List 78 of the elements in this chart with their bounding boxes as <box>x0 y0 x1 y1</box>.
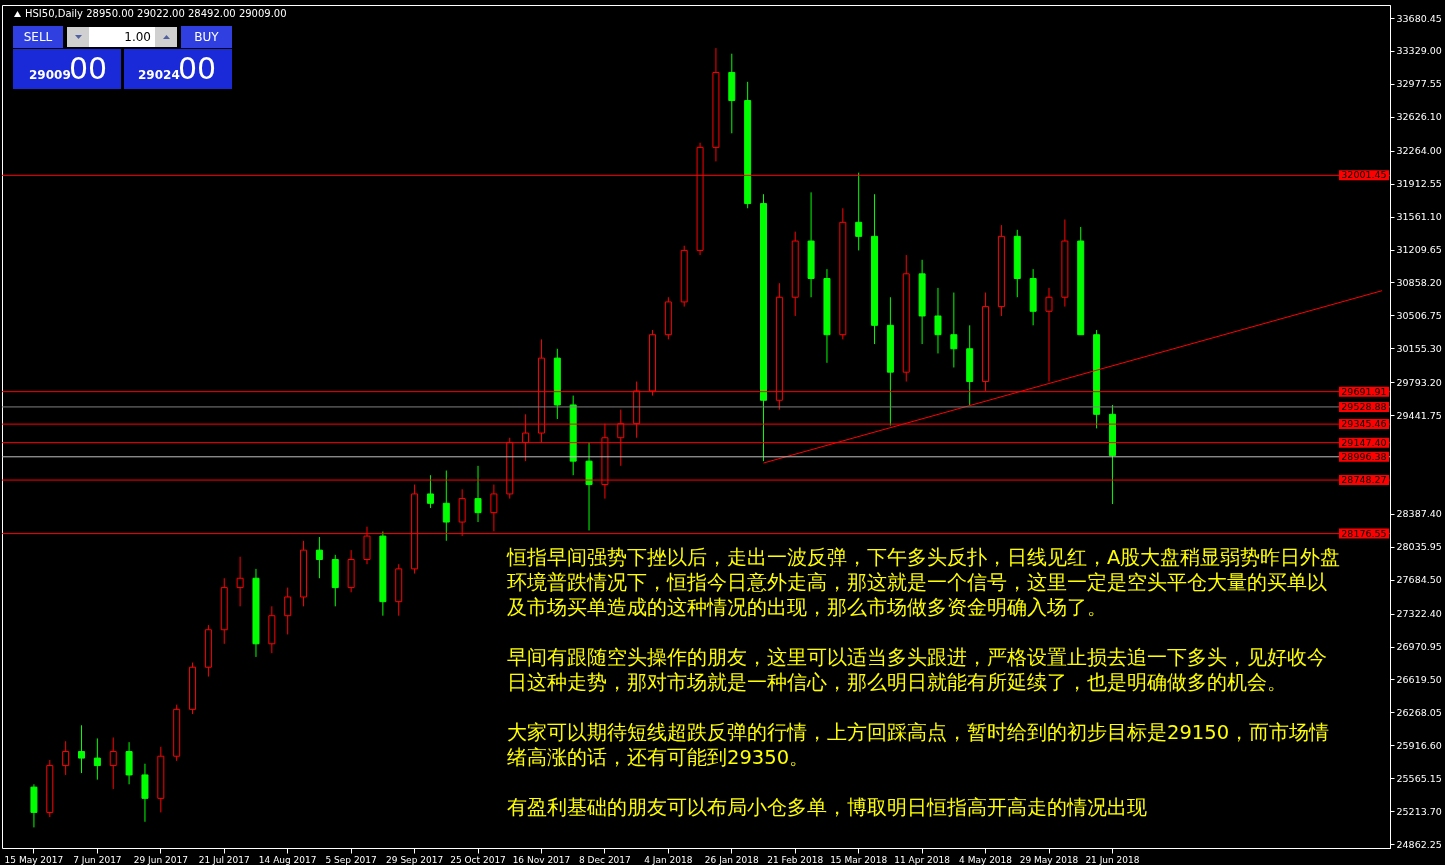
x-tick-label: 26 Jan 2018 <box>704 854 760 865</box>
chart-title: HSI50,Daily 28950.00 29022.00 28492.00 29009.00 <box>25 8 287 19</box>
x-tick-label: 16 Nov 2017 <box>512 854 571 865</box>
x-tick-label: 21 Jul 2017 <box>198 854 250 865</box>
candlestick <box>315 536 323 579</box>
y-tick-label: 28387.40 <box>1396 508 1442 520</box>
candlestick <box>490 484 498 532</box>
x-tick-label: 7 Jun 2017 <box>73 854 122 865</box>
candlestick <box>78 724 86 774</box>
y-tick-label: 24862.25 <box>1396 838 1442 850</box>
y-tick-label: 30858.20 <box>1396 276 1442 288</box>
x-tick-label: 21 Feb 2018 <box>767 854 824 865</box>
ref-line-label: 29147.40 <box>1341 436 1387 448</box>
y-tick-label: 32264.00 <box>1396 145 1442 157</box>
candlestick <box>585 441 593 531</box>
ref-line-label: 29345.46 <box>1341 418 1387 430</box>
x-tick-label: 25 Oct 2017 <box>450 854 506 865</box>
candlestick <box>62 740 70 776</box>
x-tick-label: 14 Aug 2017 <box>258 854 317 865</box>
ref-line-label: 32001.45 <box>1341 169 1387 181</box>
y-tick-label: 33329.00 <box>1396 45 1442 57</box>
ref-line-label: 28996.38 <box>1341 450 1387 462</box>
y-tick-label: 32626.10 <box>1396 111 1442 123</box>
y-tick-label: 30506.75 <box>1396 309 1442 321</box>
y-tick-label: 31209.65 <box>1396 244 1442 255</box>
y-tick-label: 25916.60 <box>1396 739 1442 751</box>
annotation: 29024 <box>138 68 180 82</box>
annotation: 00 <box>69 51 108 86</box>
y-tick-label: 26268.05 <box>1396 706 1442 718</box>
candlestick <box>442 470 450 542</box>
x-tick-label: 15 May 2017 <box>4 854 64 865</box>
annotation: 大家可以期待短线超跌反弹的行情，上方回踩高点，暂时给到的初步目标是29150，而市场情绪高涨的话，还有可能到29350。 <box>507 720 1331 770</box>
annotation: 1.00 <box>67 27 177 47</box>
y-tick-label: 27322.40 <box>1396 608 1442 620</box>
y-tick-label: 27684.50 <box>1396 574 1442 586</box>
y-tick-label: 33680.45 <box>1396 12 1442 24</box>
candlestick <box>93 737 101 781</box>
x-tick-label: 29 Sep 2017 <box>386 854 444 865</box>
annotation: 有盈利基础的朋友可以布局小仓多单，博取明日恒指高开高走的情况出现 <box>507 795 1148 820</box>
y-tick-label: 25213.70 <box>1396 805 1442 817</box>
ref-line-label: 29691.91 <box>1341 385 1387 397</box>
candlestick <box>125 741 133 785</box>
x-tick-label: 11 Apr 2018 <box>894 854 951 865</box>
x-tick-label: 4 May 2018 <box>959 854 1013 865</box>
y-tick-label: 29441.75 <box>1396 409 1442 421</box>
x-tick-label: 15 Mar 2018 <box>830 854 888 865</box>
annotation: SELL <box>13 26 63 48</box>
y-tick-label: 31912.55 <box>1396 178 1442 190</box>
x-tick-label: 5 Sep 2017 <box>325 854 377 865</box>
y-tick-label: 29793.20 <box>1396 376 1442 388</box>
candlestick <box>950 292 958 368</box>
candlestick <box>284 587 292 635</box>
x-tick-label: 29 Jun 2017 <box>133 854 188 865</box>
candlestick <box>141 763 149 823</box>
ref-line-label: 28176.55 <box>1341 527 1387 539</box>
candlestick <box>855 172 863 251</box>
annotation: BUY <box>181 26 232 48</box>
y-tick-label: 26970.95 <box>1396 641 1442 653</box>
y-tick-label: 28035.95 <box>1396 541 1442 553</box>
candlestick <box>934 287 942 354</box>
candlestick <box>426 474 434 509</box>
y-tick-label: 26619.50 <box>1396 673 1442 685</box>
candlestick <box>474 465 482 523</box>
x-tick-label: 8 Dec 2017 <box>579 854 631 865</box>
y-tick-label: 31561.10 <box>1396 211 1442 223</box>
ref-line-label: 28748.27 <box>1341 474 1387 486</box>
annotation: 恒指早间强势下挫以后，走出一波反弹，下午多头反扑，日线见红，A股大盘稍显弱势昨日外盘环境普跌情况下，恒指今日意外走高，那这就是一个信号，这里一定是空头平仓大量的买单以及市场买单造成的这种情况的出现，那么市场做多资金明确入场了。 <box>507 545 1342 620</box>
y-tick-label: 30155.30 <box>1396 342 1442 354</box>
ref-line-label: 29528.88 <box>1341 400 1387 412</box>
y-tick-label: 25565.15 <box>1396 772 1442 784</box>
annotation: 早间有跟随空头操作的朋友，这里可以适当多头跟进，严格设置止损去追一下多头，见好收今日这种走势，那对市场就是一种信心，那么明日就能有所延续了，也是明确做多的机会。 <box>507 645 1328 695</box>
x-tick-label: 21 Jun 2018 <box>1085 854 1140 865</box>
candlestick <box>109 736 117 790</box>
candlestick <box>236 556 244 607</box>
y-tick-label: 32977.55 <box>1396 78 1442 90</box>
annotation: 29009 <box>29 68 71 82</box>
x-tick-label: 29 May 2018 <box>1019 854 1079 865</box>
x-tick-label: 4 Jan 2018 <box>644 854 693 865</box>
